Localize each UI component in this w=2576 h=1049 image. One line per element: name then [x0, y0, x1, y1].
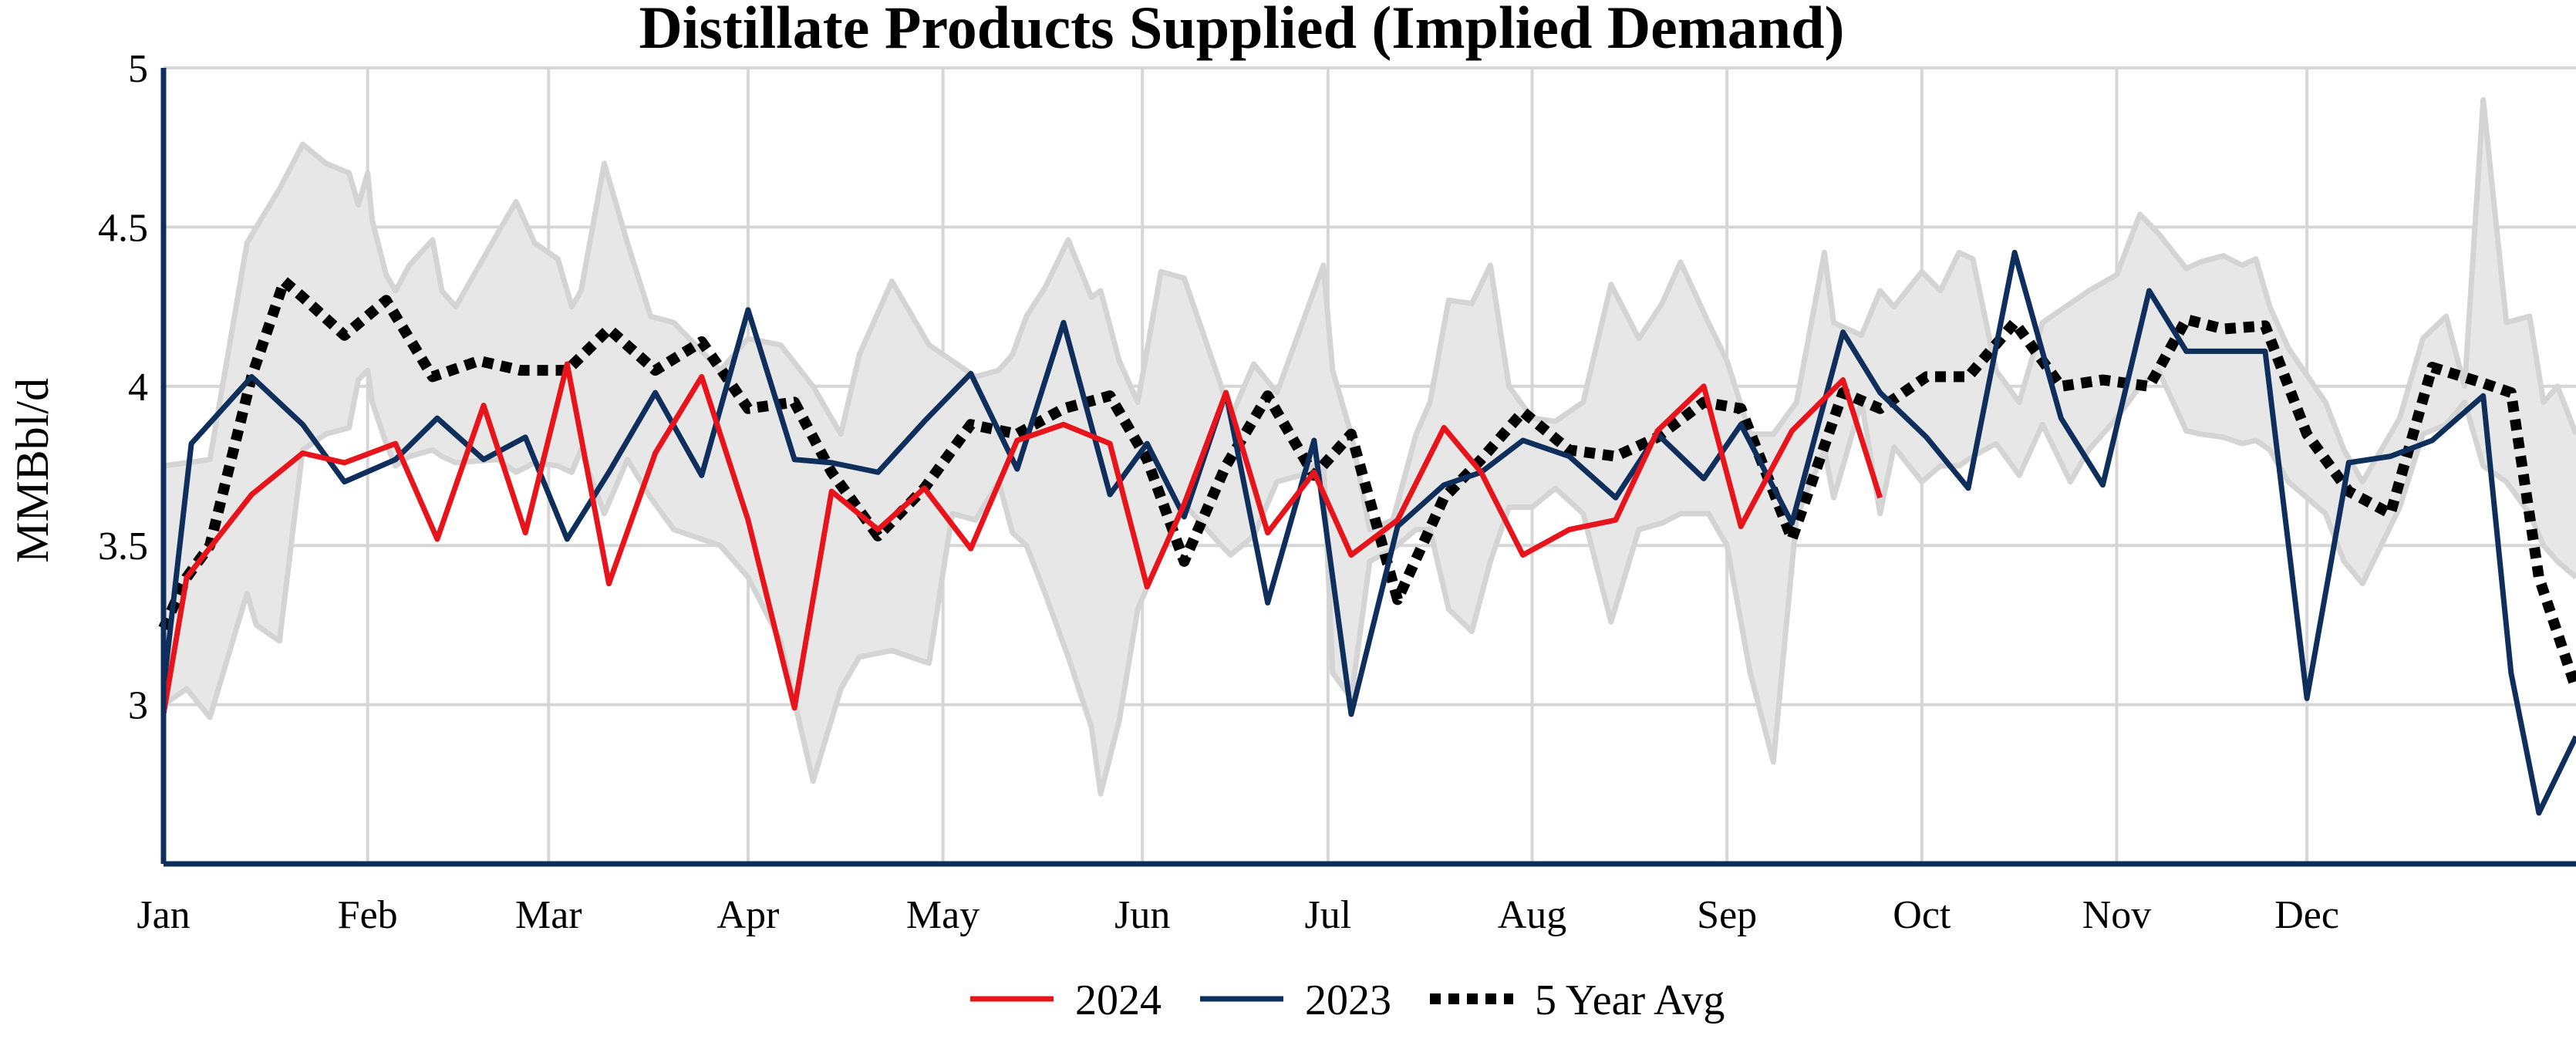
- x-tick-label: Sep: [1697, 893, 1757, 937]
- range-lower-line: [162, 367, 2576, 797]
- y-tick-label: 3: [128, 684, 148, 728]
- x-tick-label: Jan: [137, 893, 190, 937]
- chart-title: Distillate Products Supplied (Implied De…: [639, 0, 1844, 61]
- y-tick-label: 4.5: [98, 206, 148, 250]
- range-upper-line: [163, 96, 2576, 533]
- series-lines: [158, 249, 2576, 816]
- x-tick-label: Jun: [1114, 893, 1170, 937]
- series-line-5-year-avg: [158, 275, 2576, 691]
- y-tick-label: 4: [128, 366, 148, 410]
- series-line-2024: [160, 361, 1883, 715]
- five-year-range: [162, 96, 2576, 797]
- axes: [160, 68, 2576, 867]
- x-tick-label: Apr: [717, 893, 780, 937]
- x-tick-label: Oct: [1893, 893, 1951, 937]
- y-tick-label: 5: [128, 47, 148, 91]
- range-band: [164, 100, 2576, 794]
- x-tick-label: Mar: [515, 893, 582, 937]
- legend-label-2024: 2024: [1075, 976, 1162, 1024]
- y-axis-label: MMBbl/d: [7, 378, 58, 563]
- x-tick-labels: Jan Feb Mar Apr May Jun Jul Aug Sep Oct Nov Dec: [137, 893, 2339, 937]
- x-tick-label: Dec: [2274, 893, 2339, 937]
- x-tick-label: May: [906, 893, 979, 937]
- x-tick-label: Aug: [1498, 893, 1567, 937]
- legend-label-5-year-avg: 5 Year Avg: [1535, 976, 1725, 1024]
- legend: 2024 2023 5 Year Avg: [970, 976, 1725, 1024]
- series-line-2023: [160, 249, 2576, 816]
- x-tick-label: Nov: [2082, 893, 2152, 937]
- x-tick-label: Jul: [1305, 893, 1352, 937]
- x-tick-label: Feb: [338, 893, 398, 937]
- y-tick-labels: 3 3.5 4 4.5 5: [98, 47, 148, 728]
- legend-label-2023: 2023: [1305, 976, 1391, 1024]
- y-tick-label: 3.5: [98, 524, 148, 568]
